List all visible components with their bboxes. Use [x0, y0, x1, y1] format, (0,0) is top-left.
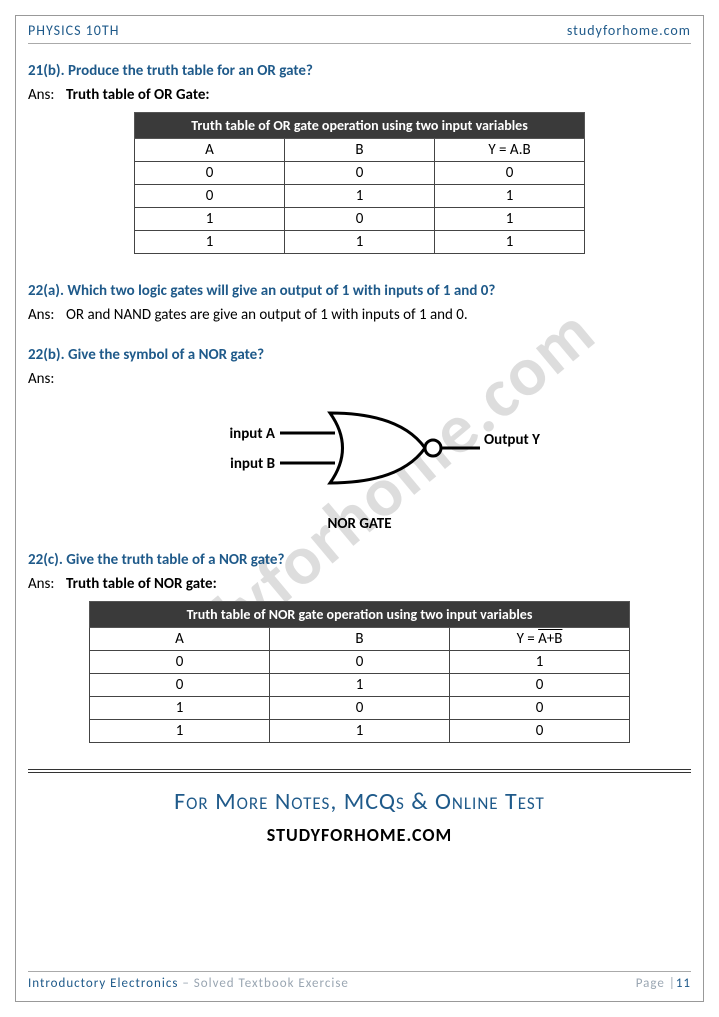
table-cell: 1 — [435, 231, 585, 254]
promo-site: STUDYFORHOME.COM — [28, 824, 691, 846]
table-cell: 1 — [285, 231, 435, 254]
footer-left: Introductory Electronics – Solved Textbo… — [28, 976, 349, 991]
q22c-question: 22(c). Give the truth table of a NOR gat… — [28, 551, 691, 569]
table-cell: 0 — [90, 651, 270, 674]
q22a-question: 22(a). Which two logic gates will give a… — [28, 282, 691, 300]
q22b-answer-body — [66, 370, 691, 388]
table-cell: 1 — [270, 720, 450, 743]
q22c-table-caption: Truth table of NOR gate operation using … — [90, 602, 630, 628]
q22c-truth-table: Truth table of NOR gate operation using … — [89, 601, 630, 743]
nor-gate-svg: input A input B Output Y — [180, 398, 540, 508]
table-cell: B — [270, 628, 450, 651]
table-cell: 0 — [435, 162, 585, 185]
ans-label: Ans: — [28, 86, 66, 104]
table-cell: 0 — [285, 208, 435, 231]
page-footer: Introductory Electronics – Solved Textbo… — [28, 971, 691, 991]
header-site: studyforhome.com — [567, 22, 691, 39]
table-cell: 1 — [135, 231, 285, 254]
gate-label-output: Output Y — [484, 431, 540, 449]
promo-line: For More Notes, MCQs & Online Test — [28, 787, 691, 816]
q22b-number: 22(b). — [28, 346, 65, 364]
q21b-text: Produce the truth table for an OR gate? — [68, 62, 313, 80]
table-cell: 0 — [270, 651, 450, 674]
q22c-text: Give the truth table of a NOR gate? — [66, 551, 284, 569]
q22b-text: Give the symbol of a NOR gate? — [68, 346, 264, 364]
table-cell: 0 — [90, 674, 270, 697]
table-cell: 1 — [90, 697, 270, 720]
page-content: PHYSICS 10TH studyforhome.com 21(b). Pro… — [0, 0, 719, 906]
table-cell: 1 — [270, 674, 450, 697]
q22b-question: 22(b). Give the symbol of a NOR gate? — [28, 346, 691, 364]
q21b-truth-table: Truth table of OR gate operation using t… — [134, 112, 585, 254]
table-cell: 0 — [450, 720, 630, 743]
footer-separator — [28, 769, 691, 773]
page-header: PHYSICS 10TH studyforhome.com — [28, 22, 691, 44]
footer-subtitle: – Solved Textbook Exercise — [178, 976, 349, 991]
table-cell: A — [135, 139, 285, 162]
table-cell: 1 — [435, 185, 585, 208]
table-cell: 1 — [285, 185, 435, 208]
q22a-answer-row: Ans: OR and NAND gates are give an outpu… — [28, 306, 691, 324]
table-cell: Y = A.B — [435, 139, 585, 162]
q22c-answer-title: Truth table of NOR gate: — [66, 575, 691, 593]
q22c-number: 22(c). — [28, 551, 63, 569]
q22b-answer-row: Ans: — [28, 370, 691, 388]
footer-page-label: Page | — [636, 976, 676, 991]
q22a-number: 22(a). — [28, 282, 64, 300]
table-cell: 0 — [285, 162, 435, 185]
table-cell: 1 — [450, 651, 630, 674]
q21b-question: 21(b). Produce the truth table for an OR… — [28, 62, 691, 80]
q22a-answer-body: OR and NAND gates are give an output of … — [66, 306, 691, 324]
footer-chapter: Introductory Electronics — [28, 976, 178, 991]
nor-gate-diagram: input A input B Output Y NOR GATE — [28, 398, 691, 533]
table-cell: 0 — [135, 185, 285, 208]
gate-caption: NOR GATE — [28, 515, 691, 533]
gate-label-input-b: input B — [230, 455, 275, 473]
q21b-number: 21(b). — [28, 62, 65, 80]
ans-label: Ans: — [28, 575, 66, 593]
table-cell: 0 — [135, 162, 285, 185]
q21b-answer-row: Ans: Truth table of OR Gate: — [28, 86, 691, 104]
table-cell: 0 — [450, 697, 630, 720]
footer-page-number: 11 — [676, 976, 691, 991]
table-cell: 1 — [90, 720, 270, 743]
q21b-answer-title: Truth table of OR Gate: — [66, 86, 691, 104]
table-cell: 1 — [435, 208, 585, 231]
table-cell: Y = A+B — [450, 628, 630, 651]
table-cell: 0 — [270, 697, 450, 720]
table-cell: A — [90, 628, 270, 651]
ans-label: Ans: — [28, 370, 66, 388]
gate-label-input-a: input A — [229, 425, 275, 443]
q22c-answer-row: Ans: Truth table of NOR gate: — [28, 575, 691, 593]
footer-right: Page |11 — [636, 976, 691, 991]
ans-label: Ans: — [28, 306, 66, 324]
header-subject: PHYSICS 10TH — [28, 22, 119, 39]
table-cell: B — [285, 139, 435, 162]
q21b-table-caption: Truth table of OR gate operation using t… — [135, 113, 585, 139]
table-cell: 1 — [135, 208, 285, 231]
table-cell: 0 — [450, 674, 630, 697]
q22a-text: Which two logic gates will give an outpu… — [67, 282, 495, 300]
